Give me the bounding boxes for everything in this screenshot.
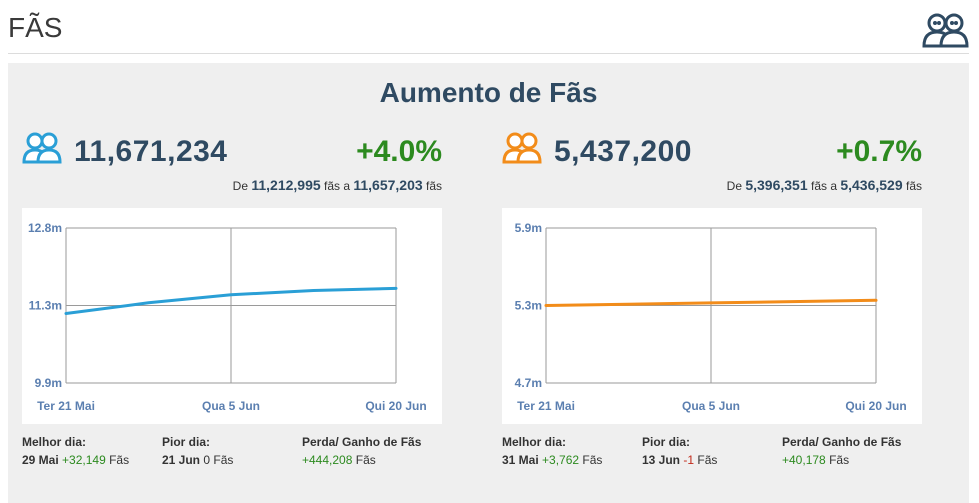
y-tick-label: 11.3m bbox=[29, 299, 62, 313]
fans-icon bbox=[502, 132, 542, 164]
panel-title: Aumento de Fãs bbox=[379, 77, 598, 108]
fan-growth-chart: 5.9m 5.3m 4.7m Ter 21 Mai Qua 5 Jun Qui 20 Ju… bbox=[502, 208, 922, 424]
page-title: FÃS bbox=[8, 12, 63, 43]
net-fans-stat: Perda/ Ganho de Fãs +444,208 Fãs bbox=[302, 435, 422, 467]
fan-change-percent: +0.7% bbox=[836, 135, 922, 168]
best-day-stat: Melhor dia: 29 Mai +32,149 Fãs bbox=[22, 435, 130, 467]
y-tick-label: 5.3m bbox=[515, 299, 542, 313]
worst-day-stat: Pior dia: 21 Jun 0 Fãs bbox=[162, 435, 234, 467]
y-tick-label: 5.9m bbox=[515, 221, 542, 235]
y-tick-label: 4.7m bbox=[515, 376, 542, 390]
x-tick-label: Qui 20 Jun bbox=[365, 399, 426, 413]
x-tick-label: Qua 5 Jun bbox=[202, 399, 260, 413]
fan-growth-chart: 12.8m 11.3m 9.9m Ter 21 Mai Qua 5 Jun Qui 20 … bbox=[22, 208, 442, 424]
x-tick-label: Ter 21 Mai bbox=[37, 399, 95, 413]
net-fans-stat: Perda/ Ganho de Fãs +40,178 Fãs bbox=[782, 435, 902, 467]
fan-count: 11,671,234 bbox=[74, 135, 228, 168]
best-day-stat: Melhor dia: 31 Mai +3,762 Fãs bbox=[502, 435, 603, 467]
fan-count: 5,437,200 bbox=[554, 135, 692, 168]
y-tick-label: 12.8m bbox=[28, 221, 62, 235]
fan-range: De 5,396,351 fãs a 5,436,529 fãs bbox=[726, 177, 922, 193]
x-tick-label: Ter 21 Mai bbox=[517, 399, 575, 413]
worst-day-stat: Pior dia: 13 Jun -1 Fãs bbox=[642, 435, 718, 467]
y-tick-label: 9.9m bbox=[35, 376, 62, 390]
series-line bbox=[544, 298, 878, 307]
fans-icon bbox=[22, 132, 62, 164]
fans-growth-panel: Aumento de Fãs 11,671,234 +4.0% De 11,21… bbox=[8, 63, 969, 503]
fan-range: De 11,212,995 fãs a 11,657,203 fãs bbox=[232, 177, 442, 193]
x-tick-label: Qua 5 Jun bbox=[682, 399, 740, 413]
fans-icon[interactable] bbox=[921, 10, 971, 50]
header-divider bbox=[8, 53, 969, 54]
x-tick-label: Qui 20 Jun bbox=[845, 399, 906, 413]
fan-change-percent: +4.0% bbox=[356, 135, 442, 168]
series-line bbox=[64, 286, 398, 315]
